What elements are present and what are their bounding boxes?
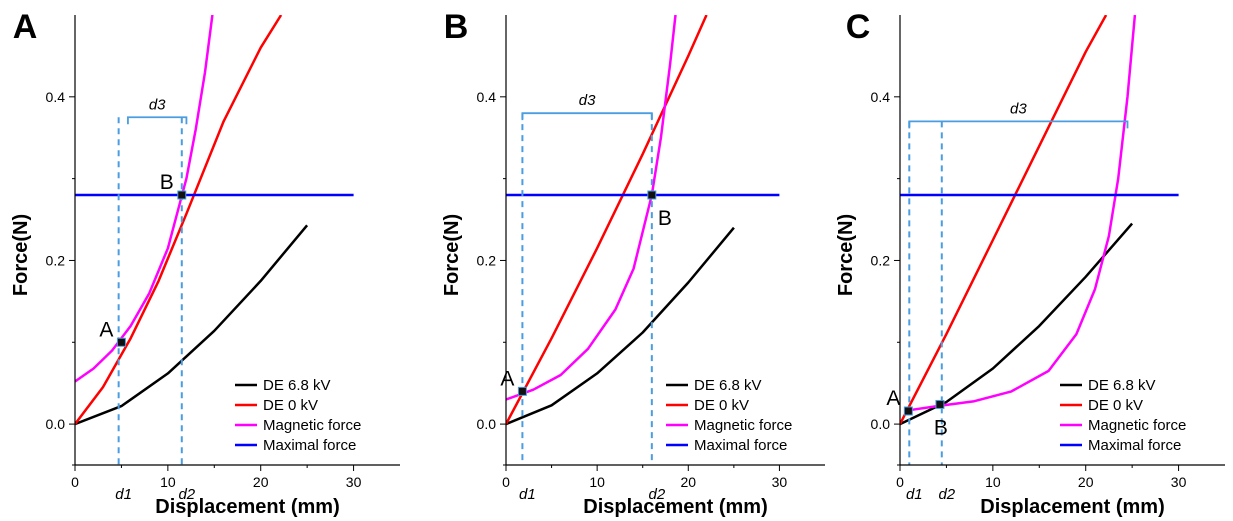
panel-c-panel-letter: C [846,8,871,46]
panel-b-y-tick-label: 0.0 [477,416,497,432]
panel-c-legend-label-3: Maximal force [1088,437,1181,454]
panel-a-y-tick-label: 0.2 [46,252,66,268]
panel-a-point-A [116,337,126,347]
panel-c-marker-label-d2: d2 [938,486,955,503]
panel-b-plot-area [506,15,780,426]
panel-b-series-line-2 [506,15,677,401]
panel-c: d1 d2 d3 A B 0 10 20 30 0.0 0.2 0.4 Displacement (mm… [835,8,1225,518]
panel-b-x-tick-label: 30 [772,474,788,490]
panel-a-legend-label-3: Maximal force [263,437,356,454]
panel-c-point-label-A: A [886,387,900,410]
panel-b-panel-letter: B [444,8,469,46]
panel-a-y-tick-label: 0.0 [46,416,66,432]
panel-b: d1 d2 d3 A B 0 10 20 30 0.0 0.2 0.4 Displacement (mm… [441,8,825,518]
panel-c-x-tick-label: 10 [985,474,1001,490]
panel-a-y-axis-label: Force(N) [10,214,32,296]
panel-c-x-tick-label: 0 [896,474,904,490]
panel-c-legend-label-2: Magnetic force [1088,417,1186,434]
panel-b-series-line-0 [506,226,735,426]
panel-b-marker-label-d2: d2 [648,486,665,503]
panel-a-legend-label-0: DE 6.8 kV [263,377,331,394]
panel-b-legend: DE 6.8 kV DE 0 kV Magnetic force Maximal fo… [666,377,792,454]
panel-a-legend: DE 6.8 kV DE 0 kV Magnetic force Maximal fo… [235,377,361,454]
panel-b-x-tick-label: 20 [680,474,696,490]
panel-b-legend-label-1: DE 0 kV [694,397,749,414]
panel-b-span-bracket [521,112,653,121]
panel-c-point-A [903,406,913,416]
panel-b-y-tick-label: 0.4 [477,89,497,105]
panel-a-marker-label-d2: d2 [178,486,195,503]
panel-c-y-tick-label: 0.0 [871,416,891,432]
panel-c-plot-area [900,15,1179,426]
panel-c-span-bracket [908,120,1129,129]
panel-c-x-tick-label: 30 [1171,474,1187,490]
panel-c-span-label: d3 [1010,100,1027,117]
panel-a-legend-label-2: Magnetic force [263,417,361,434]
panel-b-x-axis-label: Displacement (mm) [583,496,768,518]
panel-a-y-tick-label: 0.4 [46,89,66,105]
panel-b-x-tick-label: 10 [589,474,605,490]
panel-b-point-B [647,190,657,200]
panel-a-x-axis-label: Displacement (mm) [155,496,340,518]
panel-c-legend: DE 6.8 kV DE 0 kV Magnetic force Maximal fo… [1060,377,1186,454]
panel-c-y-axis-label: Force(N) [835,214,857,296]
panel-b-point-label-B: B [658,207,672,230]
panel-a-span-bracket [127,116,188,125]
panel-b-y-axis-label: Force(N) [441,214,463,296]
panel-a-span-label: d3 [149,96,166,113]
panel-a-point-B [177,190,187,200]
panel-c-x-tick-label: 20 [1078,474,1094,490]
panel-b-span-label: d3 [579,92,596,109]
panel-a-series-line-0 [75,224,309,426]
panel-b-x-tick-label: 0 [502,474,510,490]
panel-b-legend-label-3: Maximal force [694,437,787,454]
panel-c-y-tick-label: 0.4 [871,89,891,105]
panel-c-point-B [935,399,945,409]
panel-a-panel-letter: A [13,8,38,46]
panel-b-point-label-A: A [500,367,514,390]
panel-b-point-A [517,386,527,396]
panel-b-legend-label-0: DE 6.8 kV [694,377,762,394]
panel-b-series-line-1 [506,15,708,425]
panel-a-series-line-1 [75,15,283,425]
panel-c-legend-label-0: DE 6.8 kV [1088,377,1156,394]
panel-c-legend-label-1: DE 0 kV [1088,397,1143,414]
panel-c-y-tick-label: 0.2 [871,252,891,268]
panel-c-marker-label-d1: d1 [906,486,923,503]
panel-c-point-label-B: B [934,416,948,439]
panel-b-y-tick-label: 0.2 [477,252,497,268]
panel-a-x-tick-label: 0 [71,474,79,490]
panel-c-series-line-1 [900,15,1108,425]
panel-a-x-tick-label: 20 [253,474,269,490]
panel-a-x-tick-label: 30 [346,474,362,490]
panel-a-marker-label-d1: d1 [115,486,132,503]
panel-c-series-line-2 [909,15,1137,412]
panel-a-legend-label-1: DE 0 kV [263,397,318,414]
panel-a-plot-area [75,15,354,426]
panel-a-point-label-B: B [160,171,174,194]
panel-c-x-axis-label: Displacement (mm) [980,496,1165,518]
panel-b-marker-label-d1: d1 [519,486,536,503]
panel-b-legend-label-2: Magnetic force [694,417,792,434]
panel-a-point-label-A: A [99,318,113,341]
panel-a: d1 d2 d3 A B 0 10 20 30 0.0 0.2 0.4 Displacement (mm… [10,8,400,518]
panel-a-series-line-2 [75,15,214,383]
panel-c-series-line-0 [900,222,1134,426]
panel-a-x-tick-label: 10 [160,474,176,490]
